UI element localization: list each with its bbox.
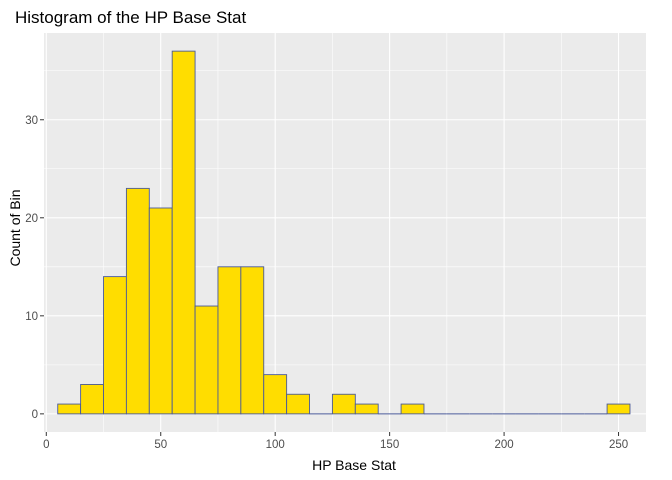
histogram-bar: [57, 403, 82, 415]
plot-panel: [44, 33, 646, 432]
histogram-bar: [80, 384, 104, 415]
histogram-bar: [286, 393, 310, 415]
x-axis: 0 50 100 150 200 250: [43, 432, 628, 451]
x-axis-label: HP Base Stat: [312, 457, 396, 473]
histogram-bar: [331, 393, 356, 415]
histogram-bar: [194, 305, 219, 415]
histogram-bar: [400, 403, 425, 415]
chart-title: Histogram of the HP Base Stat: [15, 8, 246, 27]
histogram-bar: [125, 187, 150, 415]
histogram-bar: [606, 403, 631, 415]
x-tick-label: 150: [380, 439, 399, 451]
y-tick-label: 30: [25, 115, 38, 127]
histogram-bar: [263, 374, 288, 415]
y-axis: 0 10 20 30: [25, 115, 44, 421]
histogram-bar: [217, 266, 242, 415]
x-tick-label: 50: [154, 439, 167, 451]
histogram-bar: [171, 50, 196, 415]
x-tick-label: 250: [609, 439, 628, 451]
y-tick-label: 10: [25, 311, 38, 323]
histogram-bar: [103, 276, 127, 415]
histogram-bar: [148, 207, 173, 415]
x-tick-label: 0: [43, 439, 49, 451]
y-axis-label: Count of Bin: [7, 189, 23, 266]
x-tick-label: 200: [494, 439, 513, 451]
x-tick-label: 100: [266, 439, 285, 451]
y-tick-label: 0: [32, 409, 38, 421]
histogram-bar: [354, 403, 379, 415]
y-tick-label: 20: [25, 213, 38, 225]
histogram-bar: [240, 266, 265, 415]
